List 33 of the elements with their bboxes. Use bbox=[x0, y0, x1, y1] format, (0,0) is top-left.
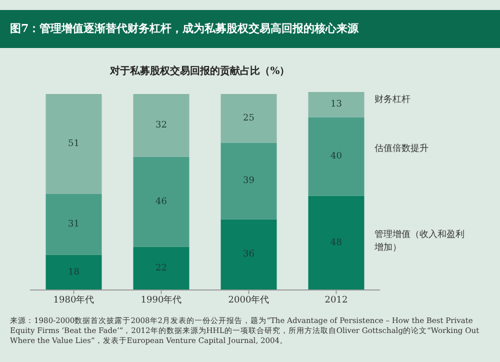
bar bbox=[308, 117, 364, 196]
bar bbox=[46, 254, 102, 290]
data-label: 39 bbox=[243, 176, 255, 186]
bar bbox=[133, 156, 190, 247]
data-label: 36 bbox=[243, 250, 255, 260]
data-label: 46 bbox=[156, 196, 168, 207]
series-label: 财务杠杆 bbox=[374, 94, 412, 107]
chart-title: 图7：管理增值逐渐替代财务杠杆，成为私募股权交易高回报的核心来源 bbox=[0, 10, 500, 48]
bar bbox=[308, 196, 364, 290]
bar bbox=[133, 246, 190, 290]
x-tick-label: 2000年代 bbox=[228, 294, 270, 306]
bar bbox=[308, 92, 364, 118]
chart-subtitle: 对于私募股权交易回报的贡献占比（%） bbox=[108, 64, 291, 78]
x-tick-label: 1980年代 bbox=[53, 294, 94, 306]
data-label: 25 bbox=[243, 113, 255, 124]
data-label: 48 bbox=[330, 238, 342, 248]
x-tick-label: 2012 bbox=[324, 295, 348, 306]
series-label: 估值倍数提升 bbox=[374, 142, 430, 156]
bar bbox=[220, 219, 277, 290]
data-label: 32 bbox=[156, 120, 167, 130]
data-label: 18 bbox=[68, 267, 80, 278]
data-label: 13 bbox=[330, 100, 342, 110]
bar bbox=[220, 142, 277, 220]
data-label: 31 bbox=[68, 219, 80, 230]
data-label: 40 bbox=[330, 152, 342, 162]
x-tick-label: 1990年代 bbox=[140, 294, 182, 306]
bar bbox=[220, 94, 277, 143]
data-label: 22 bbox=[156, 263, 167, 274]
bar bbox=[133, 94, 190, 157]
series-label: 管理增值（收入和盈利增加） bbox=[374, 228, 466, 255]
data-label: 51 bbox=[68, 138, 80, 149]
bar bbox=[46, 94, 102, 194]
bar bbox=[46, 194, 102, 255]
